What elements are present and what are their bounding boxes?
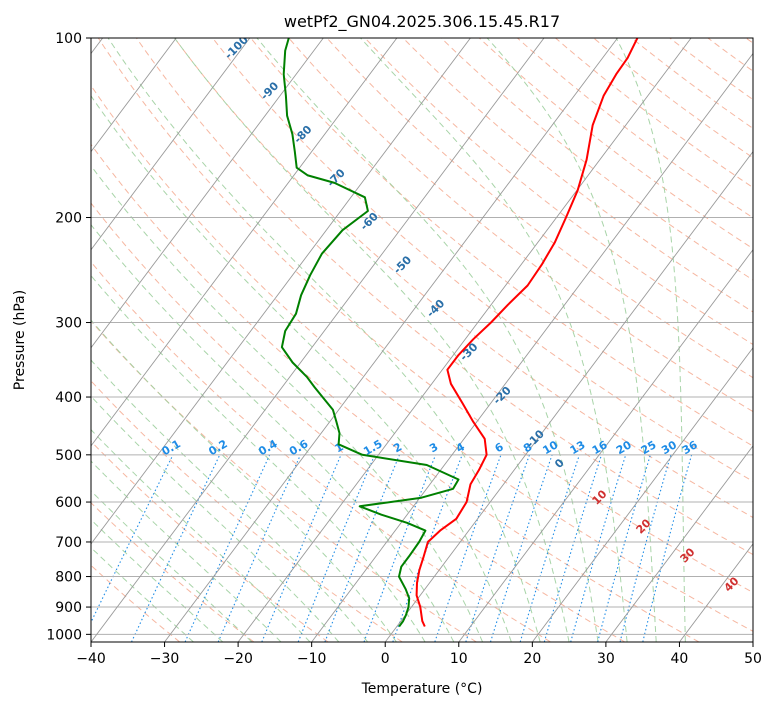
mixing-ratio-line bbox=[261, 454, 342, 642]
y-axis-title: Pressure (hPa) bbox=[12, 290, 28, 390]
y-tick-label: 200 bbox=[55, 211, 82, 227]
x-tick-label: −30 bbox=[150, 651, 180, 667]
x-axis: −40 −30 −20 −10 0 10 20 30 40 50 bbox=[76, 642, 762, 667]
moist-adiabat-line bbox=[91, 359, 369, 642]
dry-adiabat-line bbox=[555, 38, 753, 189]
isotherm-line bbox=[237, 38, 692, 642]
y-tick-label: 700 bbox=[55, 535, 82, 551]
moist-adiabat-line bbox=[91, 395, 340, 642]
plot-background bbox=[91, 38, 753, 642]
moist-adiabat-line bbox=[91, 274, 426, 642]
x-tick-label: −10 bbox=[297, 651, 327, 667]
moist-adiabat-line bbox=[256, 38, 599, 642]
isotherm-line bbox=[605, 445, 753, 642]
y-tick-label: 100 bbox=[55, 31, 82, 47]
isotherms bbox=[91, 38, 753, 642]
moist-adiabat-line bbox=[91, 460, 282, 642]
x-tick-label: 30 bbox=[597, 651, 615, 667]
y-tick-label: 900 bbox=[55, 600, 82, 616]
dry-adiabat-line bbox=[91, 261, 551, 642]
moist-adiabat-line bbox=[91, 518, 224, 642]
dry-adiabat-line bbox=[326, 38, 753, 379]
y-tick-label: 800 bbox=[55, 570, 82, 586]
mixing-ratio-line bbox=[543, 454, 603, 642]
x-tick-label: 0 bbox=[381, 651, 390, 667]
mixing-ratio-line bbox=[619, 454, 672, 642]
x-tick-label: −20 bbox=[223, 651, 253, 667]
dry-adiabat-line bbox=[91, 440, 329, 642]
x-tick-label: 40 bbox=[671, 651, 689, 667]
isotherm-line bbox=[311, 52, 753, 642]
isotherm-line bbox=[91, 38, 545, 642]
moist-adiabat-line bbox=[360, 38, 628, 642]
mixing-ratio-line bbox=[131, 454, 221, 642]
isotherm-line bbox=[91, 38, 324, 349]
dry-adiabat-line bbox=[212, 38, 753, 482]
dry-adiabat-line bbox=[402, 38, 753, 313]
y-tick-label: 1000 bbox=[46, 627, 82, 643]
dry-adiabat-line bbox=[517, 38, 753, 219]
y-tick-label: 400 bbox=[55, 390, 82, 406]
mixing-ratio-line bbox=[392, 454, 463, 642]
dry-adiabat-line bbox=[91, 380, 403, 642]
moist-adiabat-line bbox=[91, 429, 311, 642]
isotherm-line bbox=[164, 38, 618, 642]
moist-adiabat-line bbox=[91, 95, 512, 642]
isotherm-line bbox=[384, 150, 753, 642]
moist-adiabat-line bbox=[107, 38, 541, 642]
x-tick-label: 50 bbox=[744, 651, 762, 667]
dry-adiabat-line bbox=[364, 38, 753, 346]
isotherm-line bbox=[91, 38, 177, 153]
moist-adiabat-line bbox=[91, 223, 455, 642]
moist-adiabat-line bbox=[91, 546, 194, 642]
x-axis-title: Temperature (°C) bbox=[361, 681, 483, 697]
mixing-ratio-line bbox=[434, 454, 502, 642]
dry-adiabat-line bbox=[250, 38, 753, 447]
mixing-ratio-line bbox=[489, 454, 553, 642]
mixing-ratio-line bbox=[597, 454, 651, 642]
y-tick-label: 500 bbox=[55, 448, 82, 464]
moist-adiabat-line bbox=[91, 164, 484, 642]
mixing-ratio-lines bbox=[91, 454, 693, 642]
mixing-ratio-line bbox=[363, 454, 437, 642]
dry-adiabat-line bbox=[288, 38, 753, 413]
x-tick-label: −40 bbox=[76, 651, 106, 667]
mixing-ratio-line bbox=[642, 454, 693, 642]
dewpoint-profile-line bbox=[280, 38, 460, 628]
isotherm-line bbox=[458, 248, 753, 642]
isotherm-line bbox=[91, 38, 251, 251]
mixing-ratio-line bbox=[465, 454, 531, 642]
mixing-ratio-line bbox=[297, 454, 376, 642]
y-axis: 100 200 300 400 500 600 700 800 900 1000 bbox=[46, 31, 91, 643]
x-tick-label: 20 bbox=[523, 651, 541, 667]
dry-adiabat-line bbox=[135, 38, 753, 556]
dry-adiabats bbox=[91, 38, 753, 642]
dry-adiabat-line bbox=[91, 202, 626, 642]
plot-area: 0.1 0.2 0.4 0.6 1 1.5 2 3 4 6 8 10 13 16 20 25 30 36-100-… bbox=[91, 38, 753, 642]
moist-adiabat-line bbox=[91, 319, 397, 642]
mixing-ratio-line bbox=[324, 454, 401, 642]
dry-adiabat-line bbox=[593, 38, 753, 159]
moist-adiabat-line bbox=[174, 38, 570, 642]
chart-title: wetPf2_GN04.2025.306.15.45.R17 bbox=[284, 12, 560, 32]
temperature-profile-line bbox=[415, 38, 639, 627]
isotherm-line bbox=[91, 38, 471, 545]
plot-frame bbox=[90, 37, 754, 643]
x-tick-label: 10 bbox=[450, 651, 468, 667]
dry-adiabat-line bbox=[91, 84, 753, 632]
isotherm-line bbox=[531, 347, 753, 642]
y-tick-label: 600 bbox=[55, 495, 82, 511]
moist-adiabats bbox=[91, 38, 686, 642]
moist-adiabat-line bbox=[486, 38, 657, 642]
dry-adiabat-line bbox=[97, 38, 753, 594]
mixing-ratio-line bbox=[519, 454, 580, 642]
isotherm-line bbox=[752, 641, 753, 642]
moist-adiabat-line bbox=[91, 490, 253, 642]
profiles bbox=[280, 38, 639, 628]
mixing-ratio-line bbox=[570, 454, 627, 642]
y-tick-label: 300 bbox=[55, 316, 82, 332]
isotherm-line bbox=[91, 38, 398, 447]
